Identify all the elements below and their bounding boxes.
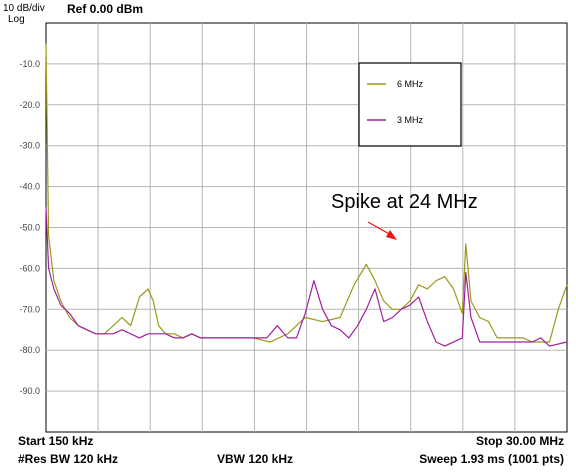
trace-line (45, 207, 568, 347)
y-tick-label: -50.0 (19, 223, 40, 233)
legend-label: 6 MHz (397, 79, 424, 89)
y-tick-label: -90.0 (19, 386, 40, 396)
scale-label: 10 dB/div (3, 3, 45, 14)
legend-label: 3 MHz (397, 115, 424, 125)
annotation-arrowhead (386, 230, 397, 240)
y-tick-label: -40.0 (19, 182, 40, 192)
reference-level-label: Ref 0.00 dBm (67, 2, 144, 16)
video-bandwidth-label: VBW 120 kHz (217, 452, 294, 466)
y-tick-label: -60.0 (19, 263, 40, 273)
scale-type-label: Log (8, 14, 25, 25)
annotation-arrow (367, 221, 392, 236)
y-tick-label: -30.0 (19, 141, 40, 151)
resolution-bandwidth-label: #Res BW 120 kHz (18, 452, 119, 466)
y-tick-label: -70.0 (19, 304, 40, 314)
legend: 6 MHz 3 MHz (358, 62, 462, 147)
legend-box (358, 62, 462, 147)
trace-line (45, 43, 568, 343)
start-frequency-label: Start 150 kHz (18, 434, 94, 448)
annotation-label: Spike at 24 MHz (331, 191, 478, 213)
y-tick-label: -80.0 (19, 345, 40, 355)
y-tick-label: -20.0 (19, 100, 40, 110)
stop-frequency-label: Stop 30.00 MHz (475, 434, 564, 448)
y-tick-label: -10.0 (19, 59, 40, 69)
sweep-label: Sweep 1.93 ms (1001 pts) (419, 452, 564, 466)
